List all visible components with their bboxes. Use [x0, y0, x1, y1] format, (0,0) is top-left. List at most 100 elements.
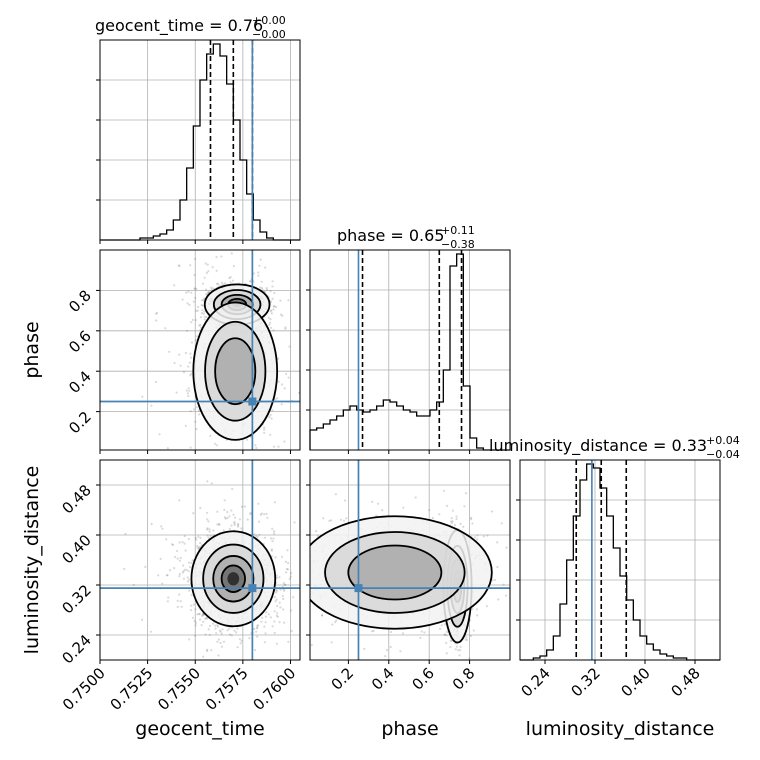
sample-point [175, 391, 178, 394]
sample-point [445, 504, 449, 507]
sample-point [204, 617, 207, 620]
sample-point [214, 627, 217, 630]
x-tick-label-geocent_time-4: 0.7600 [249, 664, 299, 714]
sample-point [178, 247, 180, 249]
sample-point [194, 287, 197, 290]
sample-point [302, 584, 304, 586]
title-phase-sup: +0.11 [441, 224, 475, 237]
sample-point [236, 627, 239, 630]
sample-point [414, 496, 417, 499]
density-region [215, 338, 256, 405]
sample-point [293, 521, 296, 524]
sample-point [141, 618, 144, 621]
sample-point [233, 522, 236, 525]
sample-point [187, 578, 190, 581]
sample-point [277, 380, 280, 383]
sample-point [269, 310, 272, 313]
sample-point [322, 656, 324, 658]
contour-line [220, 564, 246, 593]
sample-point [235, 631, 238, 634]
contour-line [212, 555, 255, 603]
sample-point [274, 556, 277, 559]
sample-point [283, 583, 286, 586]
sample-point [168, 350, 171, 353]
sample-point [240, 527, 243, 530]
sample-point [165, 538, 168, 541]
sample-point [285, 567, 288, 571]
x-tick-label-phase-1: 0.4 [368, 664, 398, 694]
sample-point [207, 290, 210, 293]
sample-point [459, 645, 462, 649]
truth-marker [248, 397, 257, 406]
sample-point [449, 520, 453, 523]
sample-point [458, 654, 461, 657]
sample-point [445, 630, 449, 634]
sample-point [205, 271, 208, 274]
sample-point [190, 291, 193, 294]
sample-point [187, 395, 190, 398]
sample-point [207, 520, 210, 523]
x-axis-label-luminosity-distance: luminosity_distance [526, 718, 715, 740]
truth-marker [248, 584, 257, 593]
sample-point [469, 634, 472, 638]
sample-point [376, 502, 380, 505]
panel-frame-2-0 [99, 459, 301, 661]
sample-point [272, 308, 275, 311]
sample-point [223, 499, 226, 502]
sample-point [277, 357, 280, 360]
sample-point [455, 517, 458, 521]
sample-point [275, 305, 278, 309]
sample-point [203, 318, 206, 321]
sample-point [285, 372, 288, 375]
sample-point [227, 461, 229, 463]
sample-point [219, 641, 222, 645]
sample-point [215, 282, 219, 285]
sample-point [208, 633, 211, 637]
sample-point [280, 551, 282, 553]
sample-point [168, 569, 172, 572]
sample-point [286, 568, 289, 571]
sample-point [190, 594, 193, 597]
sample-point [255, 630, 258, 633]
sample-point [204, 633, 207, 636]
sample-point [240, 639, 243, 642]
sample-point [249, 280, 252, 283]
sample-point [399, 650, 402, 653]
sample-point [249, 513, 252, 516]
sample-point [176, 557, 179, 560]
sample-point [267, 316, 270, 319]
sample-point [212, 529, 215, 532]
sample-point [453, 524, 456, 527]
sample-point [330, 641, 333, 644]
sample-point [464, 492, 468, 495]
sample-point [516, 516, 518, 518]
sample-point [186, 580, 190, 583]
sample-point [186, 576, 189, 579]
sample-point [185, 389, 188, 392]
sample-point [214, 624, 217, 627]
sample-point [173, 567, 176, 570]
sample-point [231, 487, 234, 491]
sample-point [230, 509, 233, 512]
sample-point [199, 536, 202, 540]
sample-point [546, 570, 548, 572]
sample-point [228, 527, 231, 530]
sample-point [207, 247, 209, 249]
sample-point [229, 276, 232, 279]
y-tick-label-phase-0: 0.2 [65, 408, 95, 438]
sample-point [204, 262, 207, 265]
sample-point [232, 265, 235, 268]
sample-point [208, 452, 210, 454]
sample-point [263, 426, 266, 429]
sample-point [217, 625, 220, 628]
sample-point [210, 482, 213, 485]
x-tick-label-geocent_time-3: 0.7575 [202, 664, 252, 714]
sample-point [261, 616, 264, 619]
sample-point [269, 321, 272, 324]
panel-frame-2-2 [519, 459, 721, 661]
sample-point [270, 417, 273, 420]
sample-point [187, 387, 190, 390]
sample-point [334, 493, 337, 496]
sample-point [166, 447, 169, 450]
sample-point [228, 627, 231, 630]
